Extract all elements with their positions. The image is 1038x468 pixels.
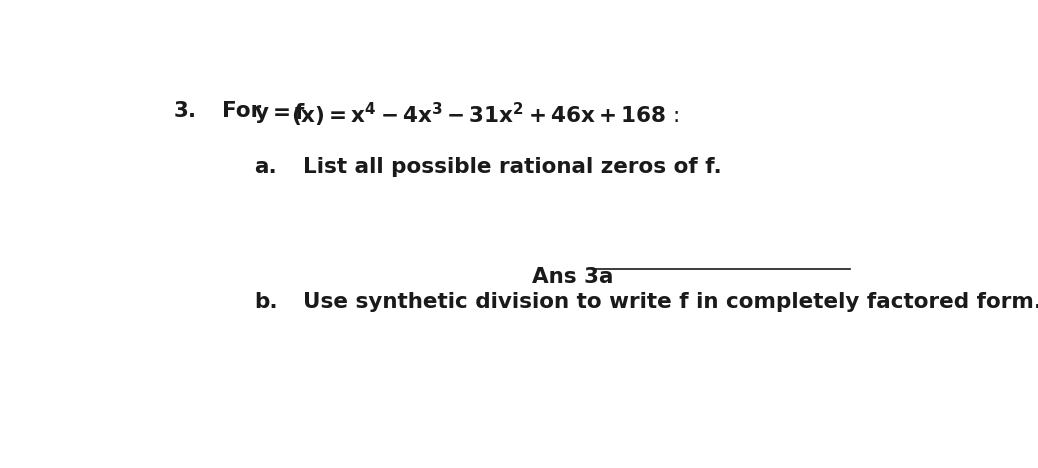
Text: Ans 3a: Ans 3a: [532, 267, 613, 287]
Text: $\bf{(x) = x^4 - 4x^3 - 31x^2 + 46x + 168}$ :: $\bf{(x) = x^4 - 4x^3 - 31x^2 + 46x + 16…: [292, 101, 680, 130]
Text: b.: b.: [254, 292, 278, 312]
Text: 3.: 3.: [174, 101, 197, 121]
Text: List all possible rational zeros of f.: List all possible rational zeros of f.: [303, 157, 721, 177]
Text: For: For: [222, 101, 269, 121]
Text: $\bf{y = f}$: $\bf{y = f}$: [254, 101, 306, 125]
Text: Use synthetic division to write f in completely factored form.: Use synthetic division to write f in com…: [303, 292, 1038, 312]
Text: a.: a.: [254, 157, 277, 177]
